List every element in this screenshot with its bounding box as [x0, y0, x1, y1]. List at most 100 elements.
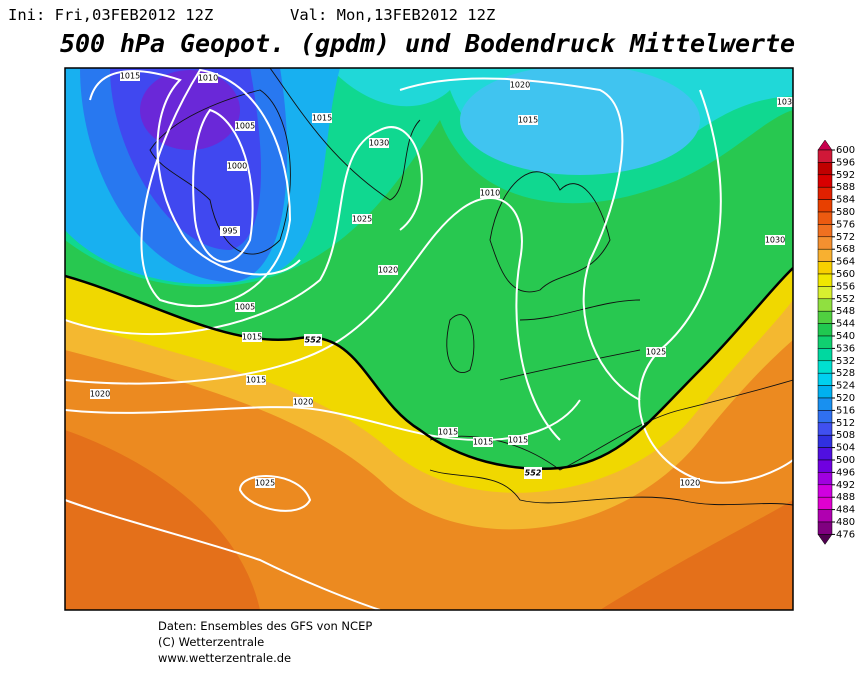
- map: 1015 1010 1005 1000 995 1005 1015 1030 1025 1020 1…: [65, 68, 797, 610]
- legend-swatch: [817, 248, 833, 262]
- legend-tick-label: 500: [836, 455, 855, 466]
- field-purple: [140, 70, 240, 150]
- isobar-label: 1010: [480, 189, 500, 198]
- coastline: [429, 469, 793, 506]
- isobar-label-bg: [510, 80, 530, 90]
- contour-label: 552: [525, 469, 542, 478]
- isobar-label-bg: [312, 113, 332, 123]
- legend-tick-label: 552: [836, 294, 855, 305]
- legend-tick-label: 496: [836, 467, 855, 478]
- legend-swatch: [817, 286, 833, 300]
- isobar-label: 1000: [227, 162, 247, 171]
- legend-swatch: [817, 509, 833, 523]
- isobar-label: 1020: [378, 266, 398, 275]
- legend-swatch: [817, 236, 833, 250]
- isobar-label: 1030: [369, 139, 389, 148]
- legend-tick-label: 584: [836, 195, 855, 206]
- legend-swatch: [817, 211, 833, 225]
- legend-swatch: [817, 298, 833, 312]
- isobar-label-bg: [438, 427, 458, 437]
- legend-swatch: [817, 360, 833, 374]
- legend-swatch: [817, 422, 833, 436]
- legend-tick-label: 492: [836, 480, 855, 491]
- legend-swatch: [817, 434, 833, 448]
- isobar-label: 1005: [235, 303, 255, 312]
- legend-arrow-top: [817, 139, 833, 151]
- isobar-label-bg: [255, 478, 275, 488]
- contour-label: 552: [305, 336, 322, 345]
- isobar-label: 1020: [90, 390, 110, 399]
- isobar: [399, 77, 641, 401]
- legend-tick-label: 528: [836, 368, 855, 379]
- legend-tick-label: 592: [836, 170, 855, 181]
- legend-tick-label: 516: [836, 405, 855, 416]
- isobar-label-bg: [777, 97, 793, 107]
- isobar-label: 1015: [508, 436, 528, 445]
- isobar-label-bg: [352, 214, 372, 224]
- legend-tick-label: 548: [836, 306, 855, 317]
- isobar-label-bg: [518, 115, 538, 125]
- init-time: Ini: Fri,03FEB2012 12Z: [8, 6, 213, 24]
- footer-source: Daten: Ensembles des GFS von NCEP: [158, 619, 372, 633]
- legend-tick-label: 588: [836, 182, 855, 193]
- legend-swatch: [817, 310, 833, 324]
- isobar-label: 1030: [765, 236, 785, 245]
- isobar-label-bg: [198, 73, 218, 83]
- legend-tick-label: 512: [836, 418, 855, 429]
- isobar-label: 1015: [438, 428, 458, 437]
- legend-swatch: [817, 397, 833, 411]
- isobar-label: 1015: [518, 116, 538, 125]
- legend-swatch: [817, 521, 833, 535]
- legend-tick-label: 524: [836, 381, 855, 392]
- isobar-label: 1030: [777, 98, 797, 107]
- isobar-label-bg: [220, 226, 240, 236]
- valid-time: Val: Mon,13FEB2012 12Z: [290, 6, 495, 24]
- isobar-label: 1025: [352, 215, 372, 224]
- isobar-label-bg: [480, 188, 500, 198]
- isobar: [140, 68, 292, 308]
- contour-label-bg: [524, 467, 542, 479]
- isobar-label: 1015: [312, 114, 332, 123]
- legend-tick-label: 476: [836, 529, 855, 540]
- legend-tick-label: 572: [836, 232, 855, 243]
- legend-tick-label: 544: [836, 319, 855, 330]
- isobar-label: 1015: [246, 376, 266, 385]
- isobar-label: 1025: [646, 348, 666, 357]
- isobar-label-bg: [235, 121, 255, 131]
- isobar-label: 1015: [473, 438, 493, 447]
- legend-swatch: [817, 174, 833, 188]
- legend-tick-label: 568: [836, 244, 855, 255]
- legend-swatch: [817, 472, 833, 486]
- field-dark-orange: [600, 500, 793, 610]
- isobar-label: 1010: [198, 74, 218, 83]
- legend-arrow-bottom: [817, 534, 833, 545]
- legend-tick-label: 508: [836, 430, 855, 441]
- isobar-label-bg: [120, 71, 140, 81]
- legend-swatch: [817, 224, 833, 238]
- title: 500 hPa Geopot. (gpdm) und Bodendruck Mi…: [60, 29, 795, 58]
- isobar-label: 1015: [242, 333, 262, 342]
- legend-swatch: [817, 484, 833, 498]
- legend-swatch: [817, 496, 833, 510]
- isobar-label: 1015: [120, 72, 140, 81]
- legend-tick-label: 564: [836, 257, 855, 268]
- legend-tick-label: 596: [836, 157, 855, 168]
- legend-tick-label: 480: [836, 517, 855, 528]
- legend: 6005965925885845805765725685645605565525…: [817, 139, 855, 545]
- field-dark-orange: [65, 430, 260, 610]
- isobar-label-bg: [508, 435, 528, 445]
- legend-swatch: [817, 323, 833, 337]
- coastline: [149, 89, 291, 255]
- legend-tick-label: 520: [836, 393, 855, 404]
- legend-swatch: [817, 385, 833, 399]
- isobar: [238, 475, 312, 512]
- map-frame: [64, 67, 794, 611]
- legend-tick-label: 580: [836, 207, 855, 218]
- isobar-label-bg: [293, 397, 313, 407]
- isobar-label-bg: [227, 161, 247, 171]
- legend-tick-label: 576: [836, 219, 855, 230]
- isobar: [65, 499, 381, 610]
- legend-swatch: [817, 199, 833, 213]
- isobar: [65, 126, 423, 336]
